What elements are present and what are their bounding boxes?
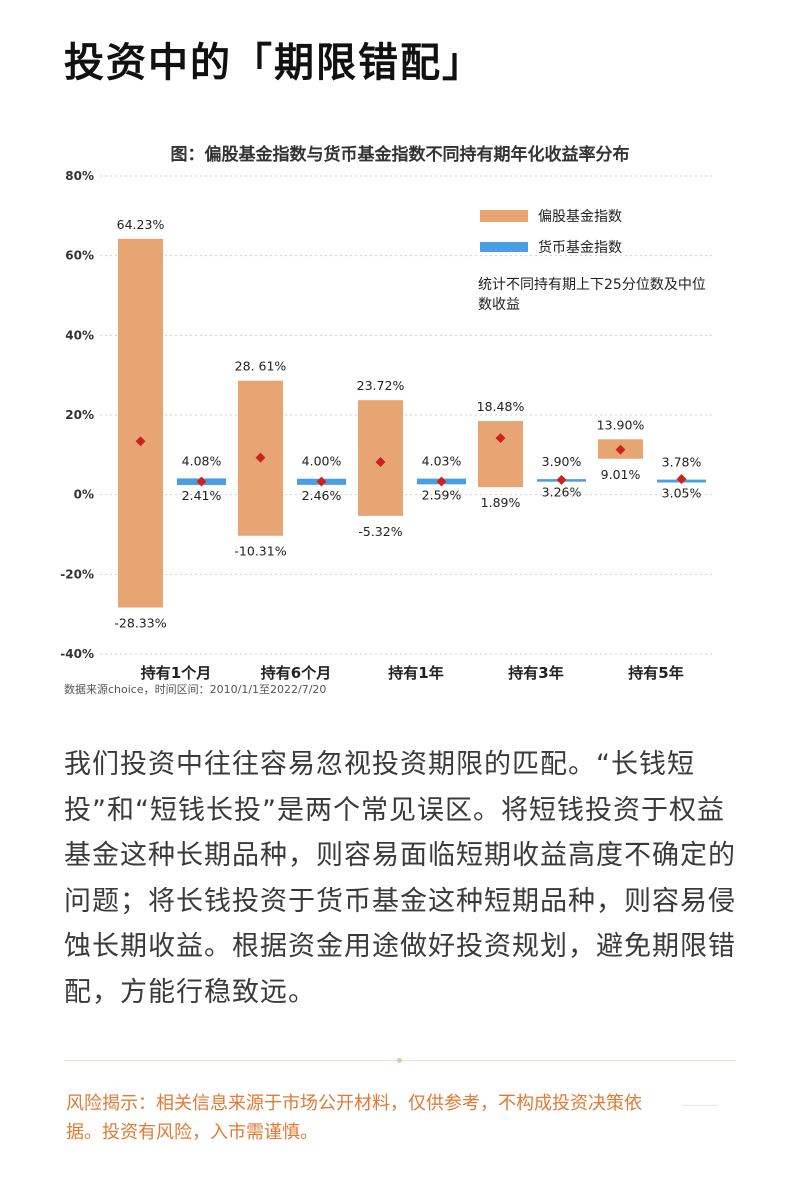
- median-marker-money: [316, 476, 327, 487]
- x-category-label: 持有1年: [388, 664, 443, 682]
- body-paragraph: 我们投资中往往容易忽视投资期限的匹配。“长钱短投”和“短钱长投”是两个常见误区。…: [64, 749, 736, 1008]
- median-marker-money: [676, 474, 687, 485]
- legend-swatch-money: [480, 242, 528, 252]
- equity-upper-label: 13.90%: [597, 417, 645, 432]
- page-title: 投资中的「期限错配」: [64, 40, 484, 86]
- money-upper-label: 4.08%: [182, 453, 222, 468]
- bar-equity: [118, 238, 163, 608]
- median-marker-equity: [255, 452, 266, 463]
- gridlines: [100, 175, 715, 655]
- legend-label-money: 货币基金指数: [538, 239, 622, 256]
- y-tick-label: 40%: [65, 328, 94, 342]
- bars: [118, 238, 706, 608]
- median-marker-equity: [615, 444, 626, 455]
- data-source-note: 数据来源choice，时间区间：2010/1/1至2022/7/20: [64, 682, 326, 696]
- y-axis: -40% -20% 0% 20% 40% 60% 80%: [60, 169, 94, 661]
- median-marker-money: [556, 474, 567, 485]
- equity-lower-label: 9.01%: [601, 467, 641, 482]
- legend-label-equity: 偏股基金指数: [538, 208, 622, 225]
- median-marker-equity: [375, 457, 386, 467]
- median-marker-equity: [135, 436, 146, 447]
- money-lower-label: 3.26%: [542, 485, 582, 500]
- y-tick-label: 20%: [65, 408, 94, 422]
- value-labels: 64.23% -28.33% 4.08% 2.41% 28. 61% -10.31% 4.0…: [114, 217, 701, 631]
- equity-lower-label: -10.31%: [234, 544, 286, 559]
- y-tick-label: 80%: [65, 169, 94, 183]
- x-category-label: 持有6个月: [261, 664, 331, 682]
- money-lower-label: 2.41%: [182, 488, 222, 503]
- range-bar-chart: 图：偏股基金指数与货币基金指数不同持有期年化收益率分布 -40% -20% 0% 20…: [60, 144, 715, 696]
- equity-lower-label: 1.89%: [481, 495, 521, 510]
- equity-lower-label: -28.33%: [114, 616, 166, 631]
- x-axis: 持有1个月 持有6个月 持有1年 持有3年 持有5年: [141, 664, 684, 682]
- equity-upper-label: 64.23%: [117, 217, 165, 232]
- money-lower-label: 3.05%: [662, 486, 702, 501]
- y-tick-label: 0%: [74, 488, 94, 502]
- y-tick-label: 60%: [65, 249, 94, 263]
- equity-upper-label: 28. 61%: [235, 359, 287, 374]
- y-tick-label: -20%: [60, 567, 94, 581]
- money-lower-label: 2.59%: [422, 487, 462, 502]
- equity-upper-label: 23.72%: [357, 378, 405, 393]
- money-upper-label: 3.90%: [542, 454, 582, 469]
- y-tick-label: -40%: [60, 647, 94, 661]
- equity-upper-label: 18.48%: [477, 399, 525, 414]
- median-marker-equity: [495, 433, 506, 444]
- median-marker-money: [196, 476, 207, 487]
- median-marker-money: [436, 476, 447, 487]
- divider-dot: [397, 1058, 402, 1063]
- money-lower-label: 2.46%: [302, 488, 342, 503]
- x-category-label: 持有5年: [628, 664, 683, 682]
- money-upper-label: 3.78%: [662, 455, 702, 470]
- money-upper-label: 4.03%: [422, 454, 462, 469]
- legend: 偏股基金指数 货币基金指数: [480, 208, 622, 256]
- equity-lower-label: -5.32%: [358, 524, 402, 539]
- risk-disclosure: 风险揭示：相关信息来源于市场公开材料，仅供参考，不构成投资决策依据。投资有风险，…: [66, 1093, 642, 1143]
- bar-equity: [478, 421, 523, 488]
- legend-swatch-equity: [480, 210, 528, 222]
- money-upper-label: 4.00%: [302, 454, 342, 469]
- x-category-label: 持有3年: [508, 664, 563, 682]
- x-category-label: 持有1个月: [141, 664, 211, 682]
- chart-note: 统计不同持有期上下25分位数及中位数收益: [478, 277, 706, 313]
- decorative-rule: [682, 1105, 718, 1106]
- chart-title: 图：偏股基金指数与货币基金指数不同持有期年化收益率分布: [171, 144, 630, 165]
